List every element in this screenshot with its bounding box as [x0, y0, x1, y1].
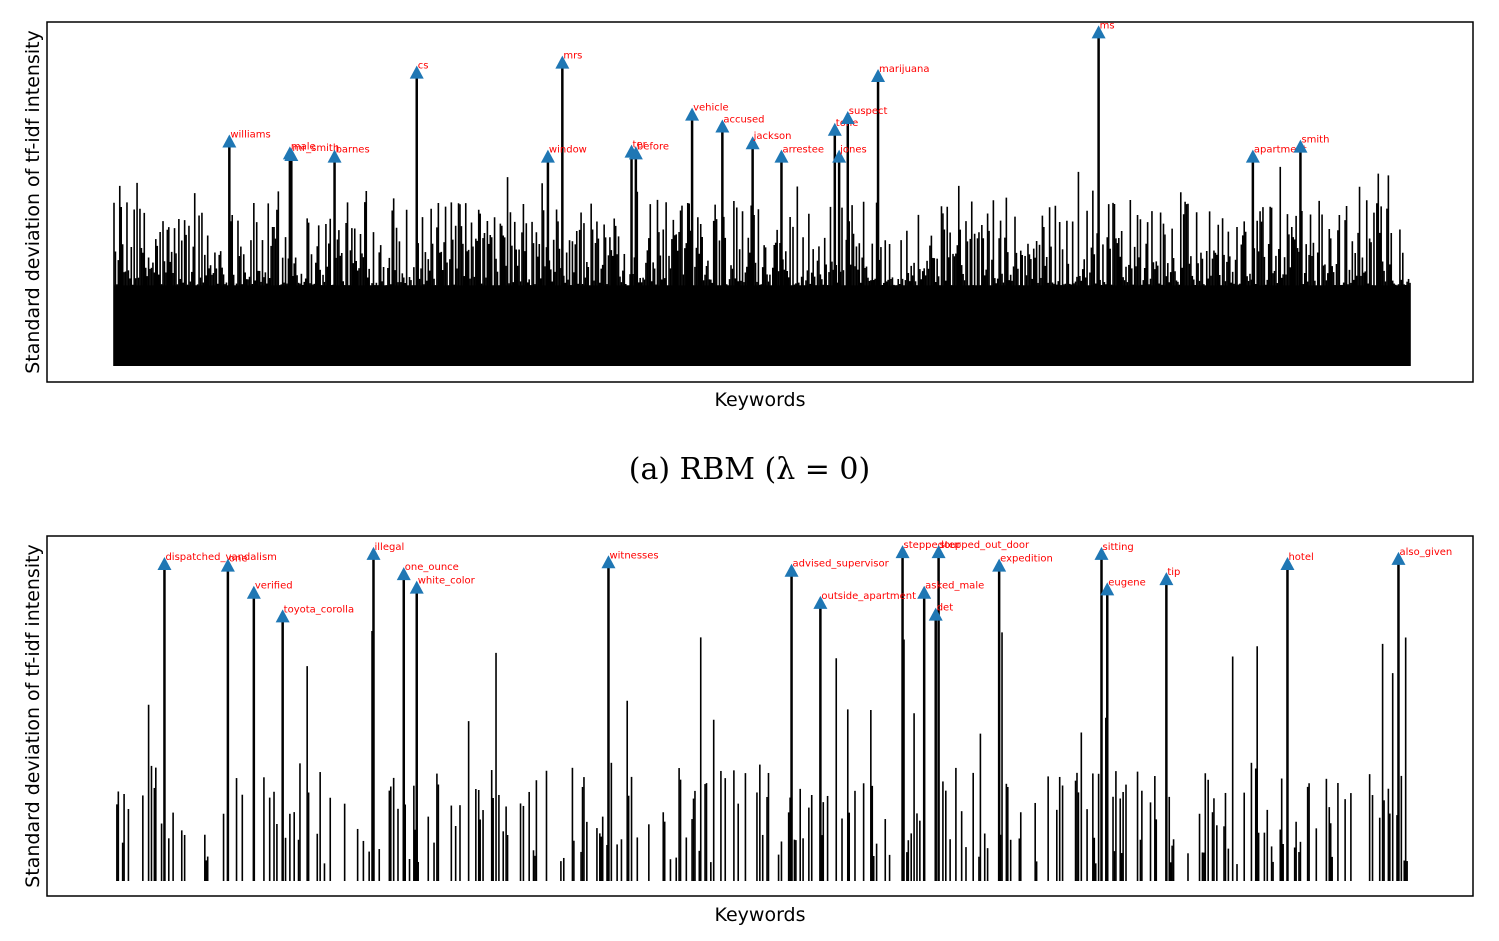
- peak-label-jackson: jackson: [753, 131, 792, 142]
- peak-label-before: before: [637, 141, 669, 152]
- peak-label-ter: ter: [633, 140, 648, 151]
- peak-label-williams: williams: [230, 130, 270, 141]
- peak-label-accused: accused: [723, 114, 764, 125]
- peak-marker-expedition: [992, 558, 1007, 572]
- panel-b-xlabel: Keywords: [714, 904, 805, 926]
- peak-label-mr_smith: mr_smith: [292, 143, 339, 154]
- peak-label-steppedour: steppedour: [904, 540, 962, 551]
- peak-label-illegal: illegal: [374, 542, 404, 553]
- peak-label-dispatched_vandalism: dispatched_vandalism: [165, 552, 276, 563]
- peak-marker-outside_apartment: [813, 595, 828, 609]
- peak-marker-one_ounce: [396, 567, 411, 581]
- peak-marker-det: [928, 607, 943, 621]
- peak-label-ms: ms: [1100, 20, 1115, 31]
- peak-marker-williams: [222, 134, 237, 148]
- peak-marker-jackson: [745, 136, 760, 150]
- peak-label-smith: smith: [1301, 135, 1329, 146]
- peak-marker-hotel: [1280, 556, 1295, 570]
- panel-a-bars: [113, 33, 1411, 366]
- peak-marker-mrs: [555, 55, 570, 69]
- peak-marker-tip: [1159, 572, 1174, 586]
- peak-label-marijuana: marijuana: [879, 64, 929, 75]
- peak-label-outside_apartment: outside_apartment: [821, 591, 916, 602]
- peak-label-one: one: [229, 554, 248, 565]
- peak-marker-ms: [1091, 25, 1106, 39]
- peak-marker-cs: [409, 65, 424, 79]
- peak-marker-tone: [827, 122, 842, 136]
- peak-label-expedition: expedition: [1000, 554, 1053, 565]
- peak-label-male: male: [291, 141, 316, 152]
- peak-marker-before: [628, 146, 643, 160]
- panel-a-xlabel: Keywords: [714, 389, 805, 411]
- peak-label-also_given: also_given: [1399, 547, 1452, 558]
- peak-label-stepped_out_door: stepped_out_door: [940, 540, 1030, 551]
- peak-label-mrs: mrs: [563, 51, 582, 62]
- peak-marker-dispatched_vandalism: [157, 556, 172, 570]
- peak-marker-jones: [832, 149, 847, 163]
- peak-marker-illegal: [366, 546, 381, 560]
- peak-label-det: det: [937, 603, 954, 614]
- peak-marker-arrestee: [774, 149, 789, 163]
- peak-marker-also_given: [1391, 551, 1406, 565]
- peak-label-one_ounce: one_ounce: [405, 562, 459, 573]
- panel-b-bars: [116, 553, 1408, 881]
- peak-label-barnes: barnes: [336, 145, 370, 156]
- peak-label-suspect: suspect: [849, 106, 888, 117]
- peak-label-cs: cs: [418, 61, 429, 72]
- panel-a-ylabel: Standard deviation of tf-idf intensity: [22, 30, 44, 374]
- peak-label-apartment: apartment: [1254, 145, 1307, 156]
- peak-marker-one: [220, 558, 235, 572]
- peak-marker-steppedour: [895, 545, 910, 559]
- peak-marker-witnesses: [601, 555, 616, 569]
- peak-marker-white_color: [409, 580, 424, 594]
- peak-marker-stepped_out_door: [931, 545, 946, 559]
- peak-label-eugene: eugene: [1108, 577, 1145, 588]
- peak-label-witnesses: witnesses: [609, 550, 658, 561]
- peak-label-asked_male: asked_male: [925, 581, 984, 592]
- peak-marker-accused: [715, 119, 730, 133]
- peak-label-jones: jones: [839, 145, 867, 156]
- peak-label-verified: verified: [255, 581, 293, 592]
- peak-marker-window: [540, 149, 555, 163]
- peak-marker-vehicle: [685, 107, 700, 121]
- peak-marker-sitting: [1094, 546, 1109, 560]
- peak-marker-suspect: [840, 111, 855, 125]
- peak-label-hotel: hotel: [1288, 552, 1313, 563]
- panel-b-frame: [46, 535, 1474, 897]
- panel-a-caption: (a) RBM (λ = 0): [628, 452, 871, 487]
- peak-label-toyota_corolla: toyota_corolla: [284, 604, 354, 615]
- peak-marker-mr_smith: [284, 148, 299, 161]
- peak-label-tip: tip: [1167, 567, 1180, 578]
- panel-a-frame: [46, 21, 1474, 383]
- peak-marker-marijuana: [871, 69, 886, 83]
- peak-label-white_color: white_color: [418, 576, 476, 587]
- peak-marker-eugene: [1100, 582, 1115, 596]
- peak-marker-toyota_corolla: [275, 609, 290, 623]
- peak-marker-smith: [1293, 139, 1308, 153]
- peak-marker-asked_male: [917, 585, 932, 599]
- peak-marker-barnes: [327, 149, 342, 163]
- peak-label-window: window: [549, 145, 587, 156]
- peak-label-sitting: sitting: [1102, 542, 1133, 553]
- peak-label-vehicle: vehicle: [693, 103, 729, 114]
- peak-marker-apartment: [1245, 149, 1260, 163]
- panel-b-ylabel: Standard deviation of tf-idf intensity: [22, 544, 44, 888]
- peak-label-arrestee: arrestee: [782, 145, 824, 156]
- peak-marker-advised_supervisor: [784, 563, 799, 577]
- peak-marker-verified: [246, 585, 261, 599]
- peak-label-advised_supervisor: advised_supervisor: [793, 559, 890, 570]
